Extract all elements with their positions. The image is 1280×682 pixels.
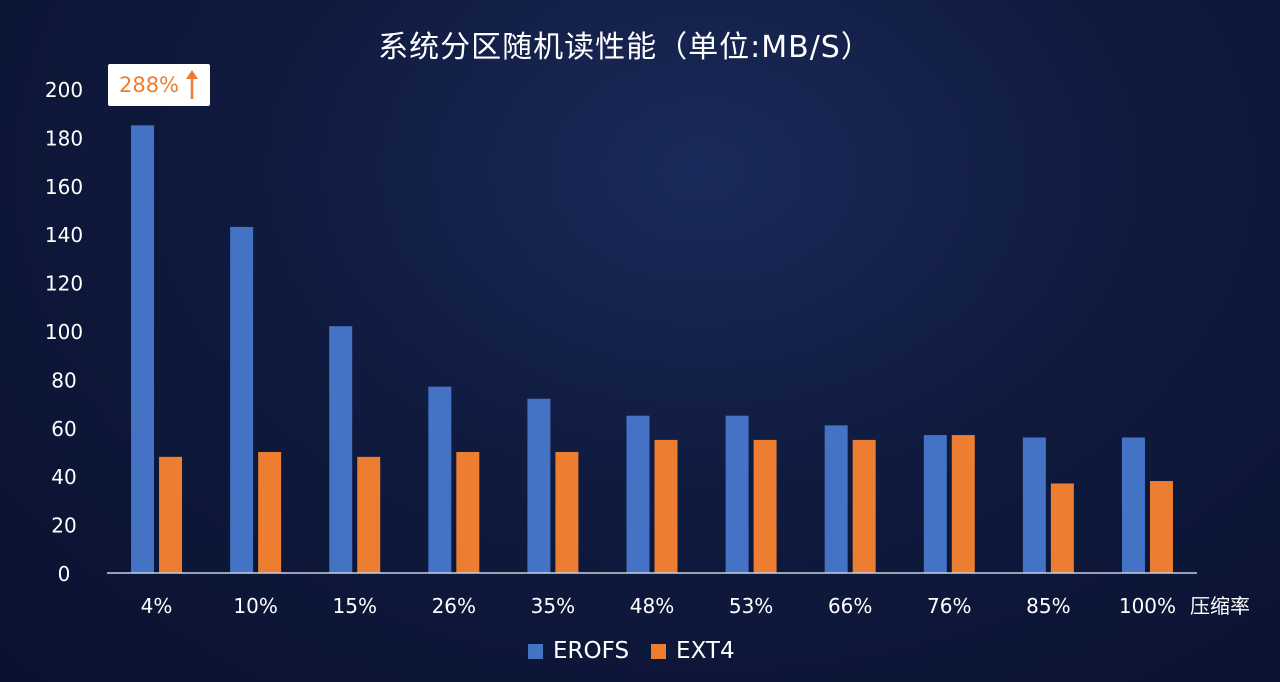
bar-ext4 [852,439,876,573]
y-tick-label: 60 [51,417,76,441]
legend-label-erofs: EROFS [553,638,630,664]
y-tick-label: 200 [45,78,83,102]
bar-ext4 [951,435,975,573]
legend-item-ext4: EXT4 [651,638,735,664]
y-tick-label: 100 [45,320,83,344]
bar-ext4 [456,452,480,573]
x-tick-label: 76% [927,594,971,618]
bar-erofs [626,415,650,573]
bar-erofs [824,425,848,573]
y-tick-label: 0 [58,562,71,586]
bar-erofs [725,415,749,573]
y-tick-label: 180 [45,126,83,150]
x-tick-label: 35% [531,594,575,618]
x-tick-label: 48% [630,594,674,618]
x-tick-label: 85% [1026,594,1070,618]
x-axis-title: 压缩率 [1190,594,1250,618]
y-tick-label: 120 [45,272,83,296]
legend: EROFS EXT4 [528,638,735,664]
legend-swatch-ext4 [651,643,667,659]
legend-item-erofs: EROFS [528,638,629,664]
legend-label-ext4: EXT4 [676,638,735,664]
bar-erofs [131,125,155,574]
bar-ext4 [258,452,282,573]
legend-swatch-erofs [528,643,543,659]
bar-erofs [1022,437,1046,573]
bar-ext4 [1149,481,1173,573]
x-tick-label: 66% [828,594,872,618]
y-tick-label: 20 [51,514,76,538]
x-tick-label: 26% [432,594,476,618]
bar-erofs [527,398,551,573]
bar-ext4 [753,439,777,573]
callout-text: 288% [118,73,180,97]
bar-ext4 [357,456,381,573]
bar-ext4 [1050,483,1074,573]
up-arrow-icon [186,70,199,99]
bar-ext4 [555,452,579,573]
y-tick-label: 40 [51,465,76,489]
y-tick-label: 80 [51,368,76,392]
y-tick-label: 140 [45,223,83,247]
bar-erofs [329,326,353,573]
improvement-callout: 288% [108,64,210,106]
chart-title: 系统分区随机读性能（单位:MB/S） [378,30,872,65]
bar-erofs [230,226,254,573]
bar-erofs [428,386,452,573]
bar-ext4 [159,456,183,573]
x-tick-label: 15% [333,594,377,618]
x-tick-label: 100% [1119,594,1176,618]
x-tick-label: 53% [729,594,773,618]
bar-ext4 [654,439,678,573]
x-tick-label: 4% [141,594,173,618]
x-tick-label: 10% [233,594,277,618]
bar-erofs [1121,437,1145,573]
bar-erofs [923,435,947,573]
y-tick-label: 160 [45,175,83,199]
